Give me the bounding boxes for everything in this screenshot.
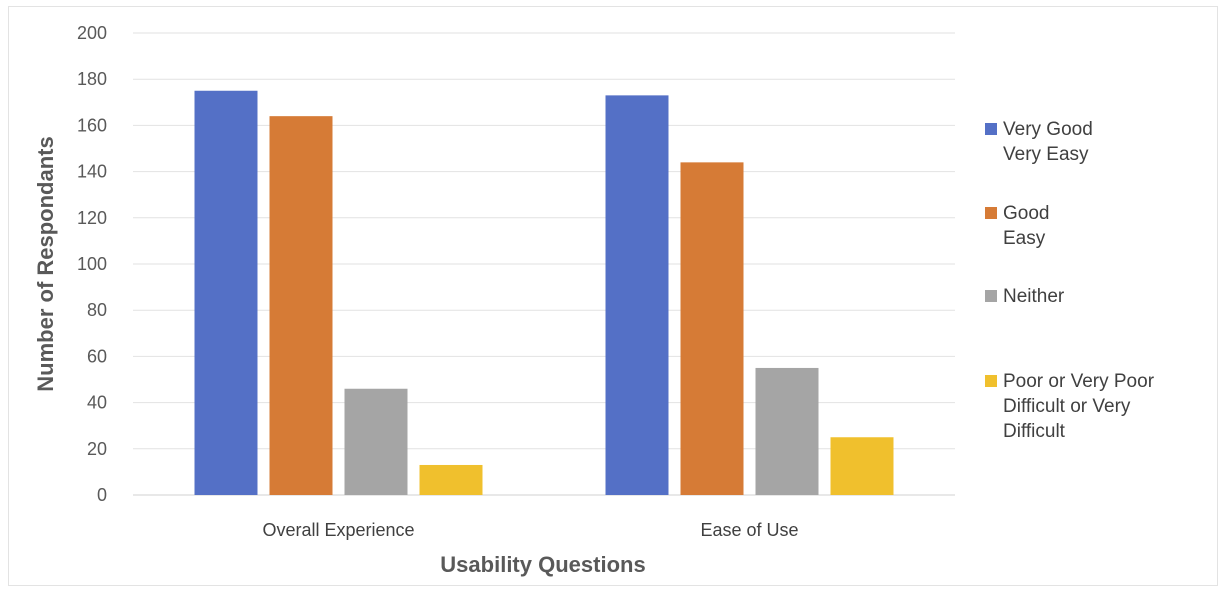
y-tick-label: 120 xyxy=(77,208,107,228)
legend-label: Very Good Very Easy xyxy=(1003,119,1093,165)
legend-swatch xyxy=(985,375,997,387)
legend-label: Neither xyxy=(1003,286,1065,307)
legend-label: Poor or Very Poor Difficult or Very Diffic… xyxy=(1003,371,1155,442)
bar xyxy=(830,437,894,495)
bar xyxy=(755,367,819,495)
x-category-label: Ease of Use xyxy=(700,520,798,540)
x-axis-categories: Overall Experience Ease of Use xyxy=(262,520,798,540)
legend-swatch xyxy=(985,207,997,219)
legend-swatch xyxy=(985,123,997,135)
y-tick-label: 100 xyxy=(77,254,107,274)
legend: Very Good Very Easy Good Easy Neither Poor or… xyxy=(985,119,1155,442)
y-tick-label: 40 xyxy=(87,393,107,413)
y-axis-ticks: 0 20 40 60 80 100 120 140 160 180 200 xyxy=(77,23,107,505)
y-tick-label: 0 xyxy=(97,485,107,505)
y-tick-label: 160 xyxy=(77,115,107,135)
y-tick-label: 20 xyxy=(87,439,107,459)
y-tick-label: 200 xyxy=(77,23,107,43)
y-tick-label: 60 xyxy=(87,346,107,366)
x-category-label: Overall Experience xyxy=(262,520,414,540)
bar xyxy=(344,388,408,495)
y-tick-label: 140 xyxy=(77,162,107,182)
bar xyxy=(419,464,483,495)
bar xyxy=(680,162,744,496)
bars xyxy=(194,90,894,496)
y-tick-label: 80 xyxy=(87,300,107,320)
bar xyxy=(194,90,258,495)
legend-swatch xyxy=(985,290,997,302)
bar xyxy=(605,95,669,496)
x-axis-title: Usability Questions xyxy=(440,552,645,577)
y-axis-title: Number of Respondants xyxy=(33,136,58,391)
y-tick-label: 180 xyxy=(77,69,107,89)
legend-label: Good Easy xyxy=(1003,203,1049,249)
bar xyxy=(269,116,333,495)
